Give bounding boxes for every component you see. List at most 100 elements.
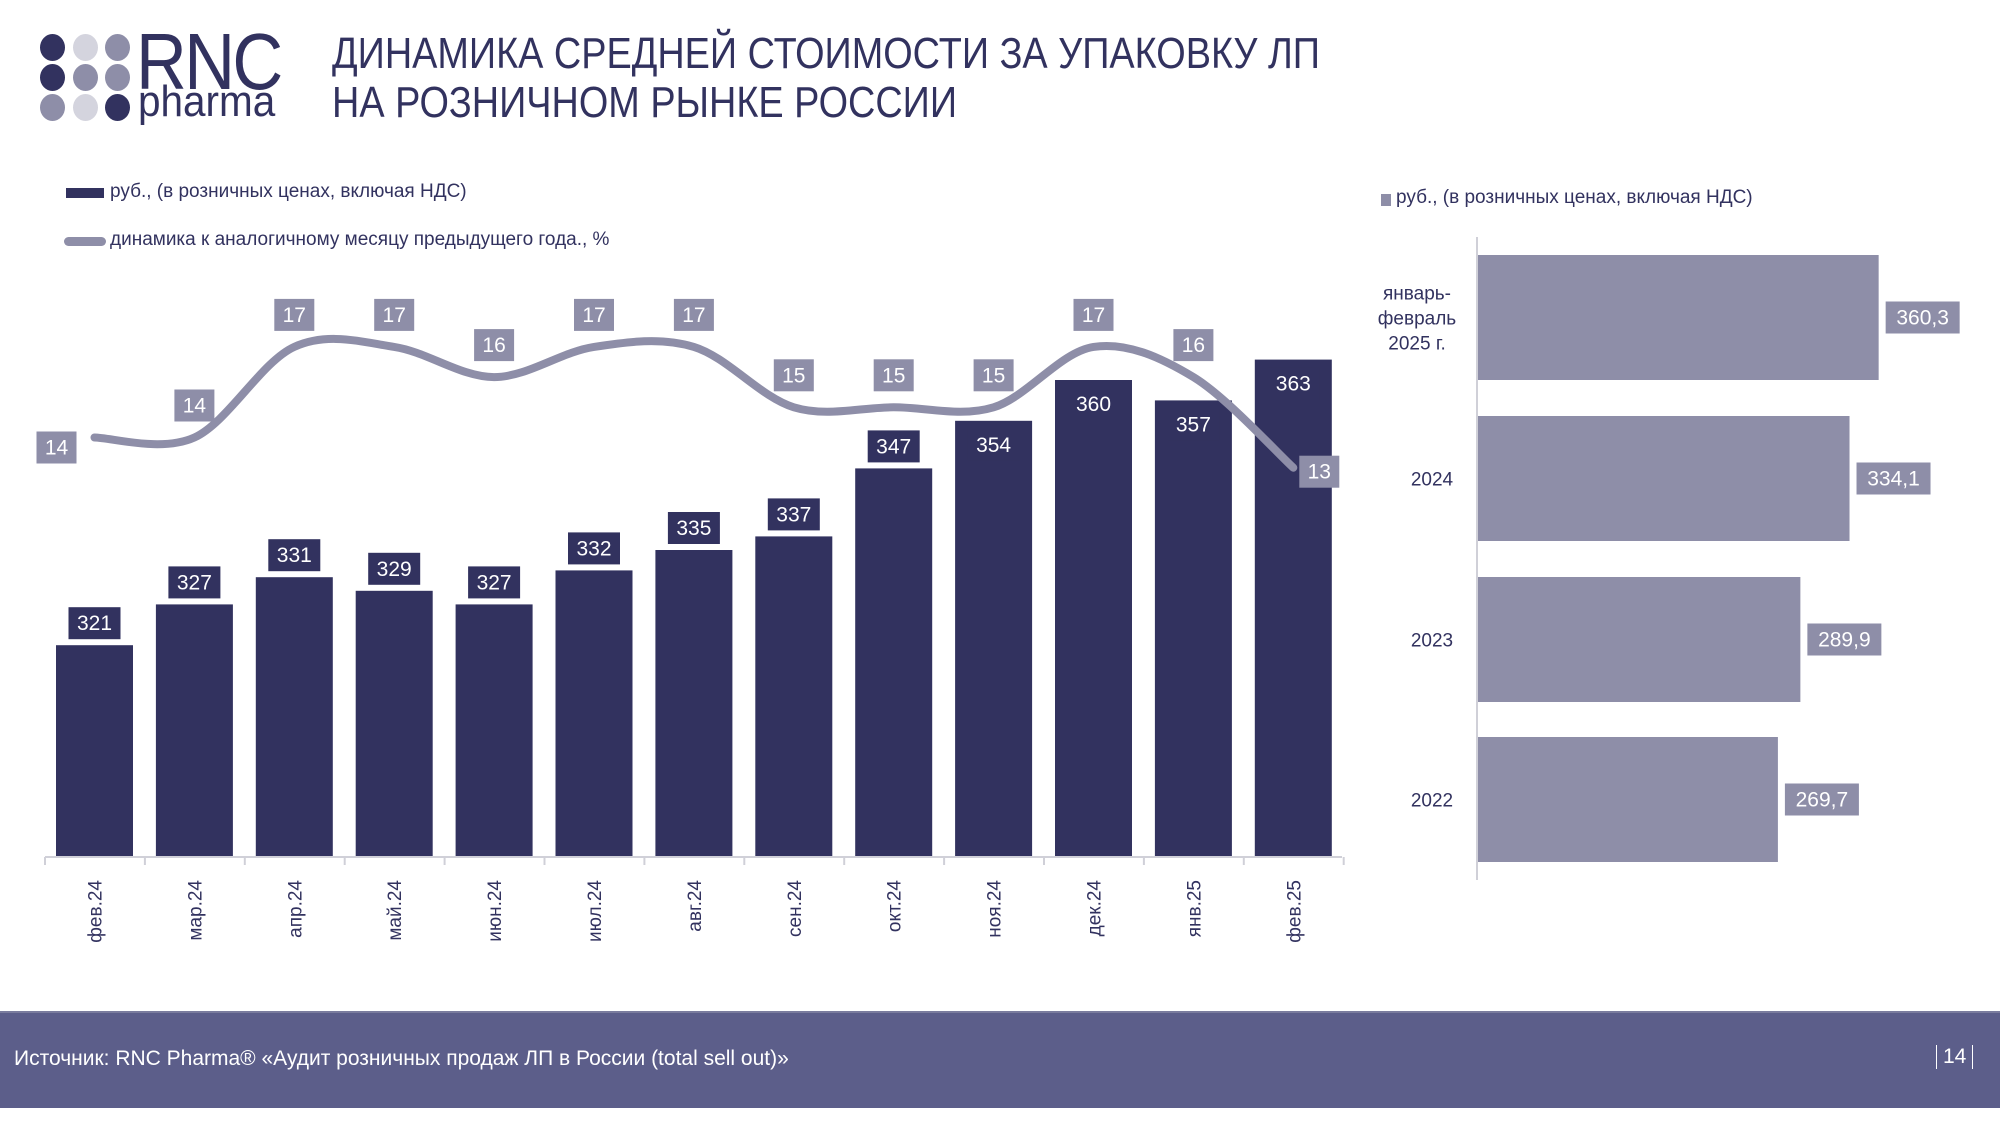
logo-dot bbox=[105, 34, 130, 61]
logo-text: RNC bbox=[136, 17, 283, 106]
line-value-label: 17 bbox=[574, 298, 614, 331]
bar-ноя.24 bbox=[955, 420, 1033, 856]
line-value-label-box bbox=[673, 298, 714, 331]
bar-value-label-text: 327 bbox=[477, 571, 512, 594]
bar-value-label: 321 bbox=[68, 607, 121, 640]
x-tick-label: дек.24 bbox=[1085, 880, 1106, 937]
bar-value-label-text: 329 bbox=[377, 558, 412, 581]
legend-bars-swatch bbox=[66, 188, 104, 198]
bar-value-label: 360 bbox=[1067, 388, 1120, 420]
line-value-label-box bbox=[374, 298, 415, 331]
line-value-label-box bbox=[574, 298, 614, 331]
bar-сен.24 bbox=[755, 536, 833, 856]
hbar-2 bbox=[1478, 577, 1801, 702]
logo-dot bbox=[40, 34, 65, 61]
x-tick-label: ноя.24 bbox=[985, 880, 1006, 938]
bar-value-label-box bbox=[268, 539, 321, 572]
logo-dot bbox=[105, 94, 130, 121]
line-value-label: 14 bbox=[174, 389, 215, 422]
logo-dot bbox=[40, 94, 65, 121]
x-tick-label: фев.24 bbox=[86, 880, 107, 943]
bar-апр.24 bbox=[255, 577, 333, 856]
bar-value-label-box bbox=[1267, 367, 1320, 400]
line-value-label-text: 17 bbox=[682, 304, 705, 327]
x-tick-label: авг.24 bbox=[685, 880, 706, 932]
bar-value-label-text: 331 bbox=[277, 544, 312, 567]
bar-value-label-box bbox=[568, 532, 620, 565]
line-value-label: 17 bbox=[673, 298, 714, 331]
bar-value-label: 327 bbox=[168, 566, 221, 599]
line-value-label-box bbox=[474, 329, 515, 362]
line-value-label-box bbox=[1299, 455, 1340, 488]
hbar-value-label-box bbox=[1856, 462, 1931, 495]
line-value-label-box bbox=[174, 389, 215, 422]
bar-value-label-text: 321 bbox=[77, 612, 112, 635]
line-value-label: 16 bbox=[1173, 329, 1214, 362]
bar-фев.24 bbox=[56, 645, 133, 856]
hbar-category-line: 2025 г. bbox=[1388, 334, 1445, 355]
bar-value-label-box bbox=[967, 428, 1020, 461]
logo-subtext: pharma bbox=[138, 77, 276, 126]
line-value-label-box bbox=[36, 431, 77, 464]
bar-value-label-box bbox=[1067, 388, 1120, 420]
bar-окт.24 bbox=[855, 468, 933, 856]
x-tick-label: окт.24 bbox=[885, 880, 906, 933]
legend-line-swatch bbox=[64, 237, 106, 246]
line-value-label-box bbox=[274, 298, 315, 331]
page-number: 14 bbox=[1936, 1045, 1974, 1069]
line-value-label-box bbox=[973, 359, 1014, 392]
line-value-label: 17 bbox=[1073, 298, 1114, 331]
bar-value-label-text: 337 bbox=[776, 503, 811, 526]
bar-июн.24 bbox=[455, 604, 533, 856]
x-tick-label: сен.24 bbox=[785, 880, 806, 937]
bar-value-label-text: 347 bbox=[876, 435, 911, 458]
bar-авг.24 bbox=[655, 550, 733, 856]
x-tick-label: янв.25 bbox=[1184, 880, 1205, 937]
hbar-value-label-text: 334,1 bbox=[1867, 468, 1920, 491]
line-value-label: 15 bbox=[973, 359, 1014, 392]
bar-дек.24 bbox=[1055, 380, 1132, 856]
bar-янв.25 bbox=[1154, 400, 1232, 856]
hbar-value-label: 289,9 bbox=[1807, 623, 1882, 656]
bar-value-label: 329 bbox=[368, 552, 421, 585]
combo-chart: 321 фев.24 327 мар.24 331 апр.24 329 май.24 327 и… bbox=[36, 298, 1345, 943]
x-tick-label: фев.25 bbox=[1284, 880, 1305, 943]
horizontal-bar-chart: 360,3 январь-февраль 2025 г. 334,1 2024 289,9… bbox=[1378, 237, 1960, 880]
yoy-line bbox=[90, 334, 1298, 472]
bar-value-label-box bbox=[767, 498, 820, 531]
hbar-value-label-text: 269,7 bbox=[1796, 789, 1849, 812]
line-value-label-box bbox=[873, 359, 914, 392]
bar-value-label: 363 bbox=[1267, 367, 1320, 400]
line-value-label: 15 bbox=[773, 359, 814, 392]
hbar-value-label-text: 289,9 bbox=[1818, 629, 1871, 652]
x-tick-label: мар.24 bbox=[185, 880, 206, 941]
line-value-label: 16 bbox=[474, 329, 515, 362]
bar-value-label-box bbox=[867, 430, 920, 463]
line-value-label-box bbox=[1173, 329, 1214, 362]
footer: Источник: RNC Pharma® «Аудит розничных п… bbox=[0, 1011, 2000, 1108]
bar-мар.24 bbox=[155, 604, 233, 856]
line-value-label-text: 15 bbox=[982, 364, 1005, 387]
line-value-label-text: 17 bbox=[582, 304, 605, 327]
bar-май.24 bbox=[355, 590, 433, 856]
line-value-label-box bbox=[773, 359, 814, 392]
bar-value-label-box bbox=[667, 512, 720, 544]
line-value-label-text: 17 bbox=[1082, 304, 1105, 327]
legend-hbar-swatch bbox=[1381, 194, 1391, 206]
hbar-value-label-box bbox=[1885, 301, 1960, 334]
bar-value-label-text: 335 bbox=[676, 517, 711, 540]
hbar-value-label: 269,7 bbox=[1784, 783, 1859, 816]
bar-value-label: 332 bbox=[568, 532, 620, 565]
hbar-value-label-box bbox=[1784, 783, 1859, 816]
line-value-label-text: 16 bbox=[1182, 334, 1205, 357]
legend-line-label: динамика к аналогичному месяцу предыдуще… bbox=[110, 229, 610, 250]
bar-value-label: 335 bbox=[667, 512, 720, 544]
bar-июл.24 bbox=[555, 570, 633, 856]
bar-value-label-text: 327 bbox=[177, 571, 212, 594]
line-value-label-text: 15 bbox=[782, 364, 805, 387]
hbar-category-label: 2024 bbox=[1411, 470, 1454, 491]
hbar-category-line: 2023 bbox=[1411, 631, 1453, 652]
hbar-category-line: 2024 bbox=[1411, 470, 1454, 491]
x-tick-label: апр.24 bbox=[285, 880, 306, 938]
legend-hbar-label: руб., (в розничных ценах, включая НДС) bbox=[1396, 187, 1753, 208]
